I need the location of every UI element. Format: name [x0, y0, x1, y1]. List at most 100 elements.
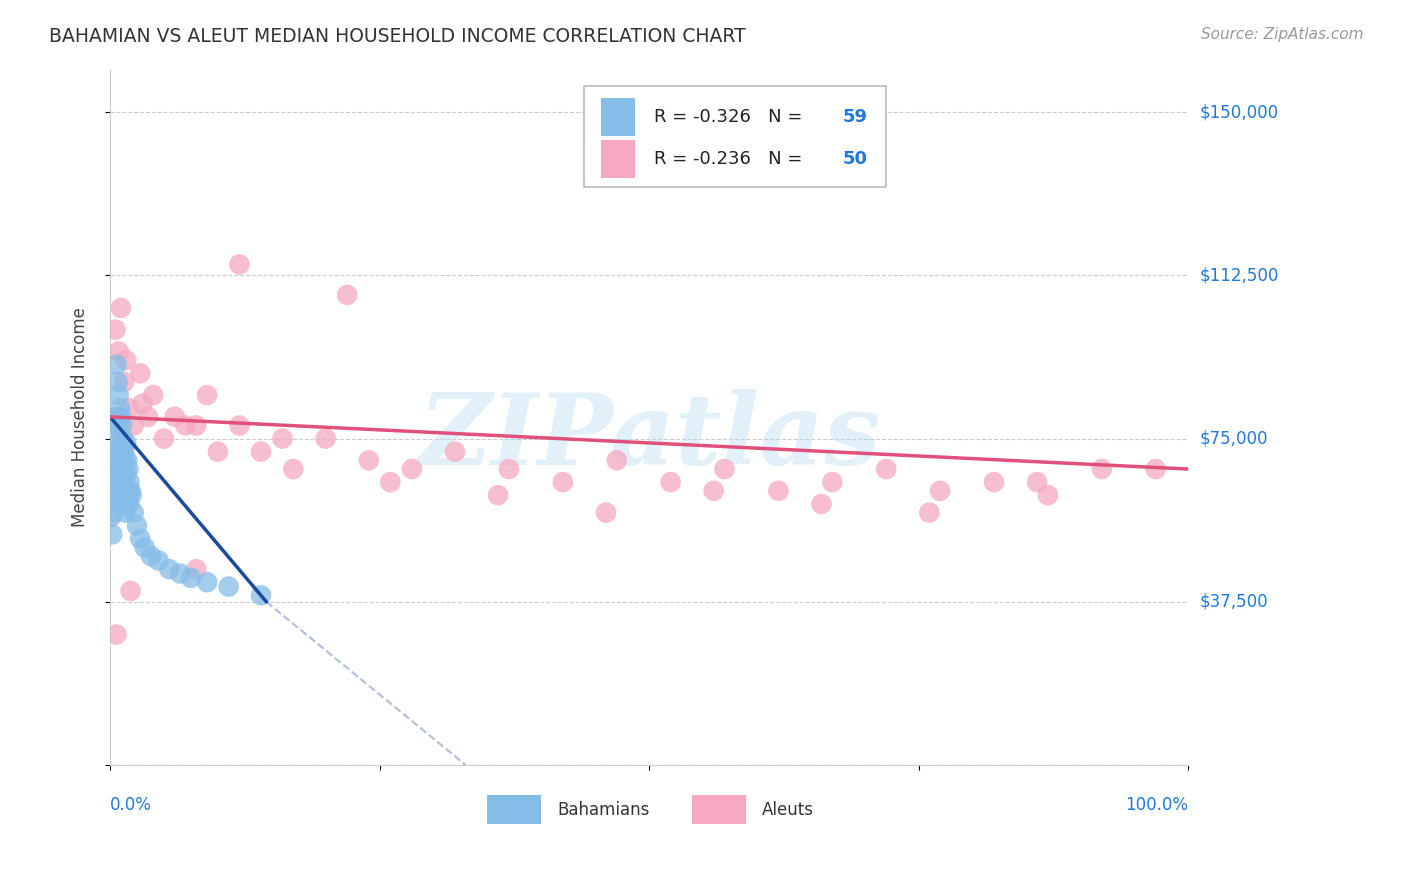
Point	[929, 483, 952, 498]
Point	[186, 562, 208, 576]
Point	[110, 301, 132, 315]
Point	[250, 588, 273, 602]
Point	[821, 475, 844, 489]
Point	[111, 418, 134, 433]
Point	[659, 475, 682, 489]
Point	[498, 462, 520, 476]
Point	[118, 475, 141, 489]
Point	[107, 388, 129, 402]
Point	[118, 497, 141, 511]
Point	[103, 453, 125, 467]
Point	[444, 444, 467, 458]
Point	[114, 453, 136, 467]
Text: $37,500: $37,500	[1199, 593, 1268, 611]
Point	[139, 549, 162, 563]
Point	[112, 375, 135, 389]
Point	[110, 409, 132, 424]
Point	[100, 510, 122, 524]
Point	[117, 462, 139, 476]
Point	[107, 418, 129, 433]
FancyBboxPatch shape	[488, 795, 541, 824]
Text: Source: ZipAtlas.com: Source: ZipAtlas.com	[1201, 27, 1364, 42]
Point	[180, 571, 202, 585]
Text: R = -0.326   N =: R = -0.326 N =	[654, 108, 808, 127]
Point	[117, 453, 139, 467]
Point	[111, 453, 134, 467]
FancyBboxPatch shape	[585, 86, 886, 187]
Point	[131, 397, 153, 411]
Point	[983, 475, 1005, 489]
Point	[136, 409, 159, 424]
Point	[218, 580, 240, 594]
Point	[250, 444, 273, 458]
Point	[108, 462, 131, 476]
Text: Bahamians: Bahamians	[557, 801, 650, 819]
FancyBboxPatch shape	[692, 795, 747, 824]
Point	[108, 497, 131, 511]
Point	[283, 462, 305, 476]
Point	[1091, 462, 1114, 476]
Point	[186, 418, 208, 433]
Point	[115, 467, 138, 481]
Point	[207, 444, 229, 458]
Point	[107, 462, 129, 476]
Point	[169, 566, 191, 581]
Point	[1144, 462, 1167, 476]
Point	[115, 436, 138, 450]
Point	[129, 366, 152, 380]
Point	[103, 506, 125, 520]
Point	[105, 453, 128, 467]
Point	[122, 506, 145, 520]
Text: Aleuts: Aleuts	[762, 801, 814, 819]
Point	[401, 462, 423, 476]
Point	[107, 475, 129, 489]
Point	[228, 418, 250, 433]
Point	[101, 527, 124, 541]
Point	[108, 436, 131, 450]
FancyBboxPatch shape	[600, 140, 636, 178]
Point	[118, 401, 141, 416]
Point	[875, 462, 897, 476]
Point	[336, 288, 359, 302]
Point	[117, 488, 139, 502]
Point	[153, 432, 176, 446]
Point	[380, 475, 402, 489]
Point	[104, 471, 127, 485]
Point	[110, 488, 132, 502]
Point	[111, 483, 134, 498]
Text: R = -0.236   N =: R = -0.236 N =	[654, 150, 808, 168]
Point	[104, 444, 127, 458]
Point	[315, 432, 337, 446]
Text: 0.0%: 0.0%	[110, 796, 152, 814]
Point	[105, 627, 128, 641]
Point	[486, 488, 509, 502]
Point	[195, 575, 218, 590]
Point	[107, 427, 129, 442]
Point	[120, 584, 142, 599]
Point	[103, 488, 125, 502]
Point	[111, 462, 134, 476]
Point	[103, 475, 125, 489]
Point	[918, 506, 941, 520]
Text: BAHAMIAN VS ALEUT MEDIAN HOUSEHOLD INCOME CORRELATION CHART: BAHAMIAN VS ALEUT MEDIAN HOUSEHOLD INCOM…	[49, 27, 747, 45]
Point	[120, 483, 142, 498]
Point	[228, 257, 250, 271]
Point	[105, 409, 128, 424]
Point	[110, 467, 132, 481]
Point	[112, 444, 135, 458]
Point	[114, 506, 136, 520]
Point	[271, 432, 294, 446]
Point	[768, 483, 790, 498]
Text: 50: 50	[844, 150, 868, 168]
Point	[142, 388, 165, 402]
Point	[104, 323, 127, 337]
Point	[134, 541, 156, 555]
Point	[157, 562, 180, 576]
Point	[105, 358, 128, 372]
Point	[810, 497, 832, 511]
Y-axis label: Median Household Income: Median Household Income	[72, 307, 89, 527]
Point	[112, 471, 135, 485]
Point	[713, 462, 735, 476]
Point	[110, 440, 132, 454]
Point	[122, 418, 145, 433]
